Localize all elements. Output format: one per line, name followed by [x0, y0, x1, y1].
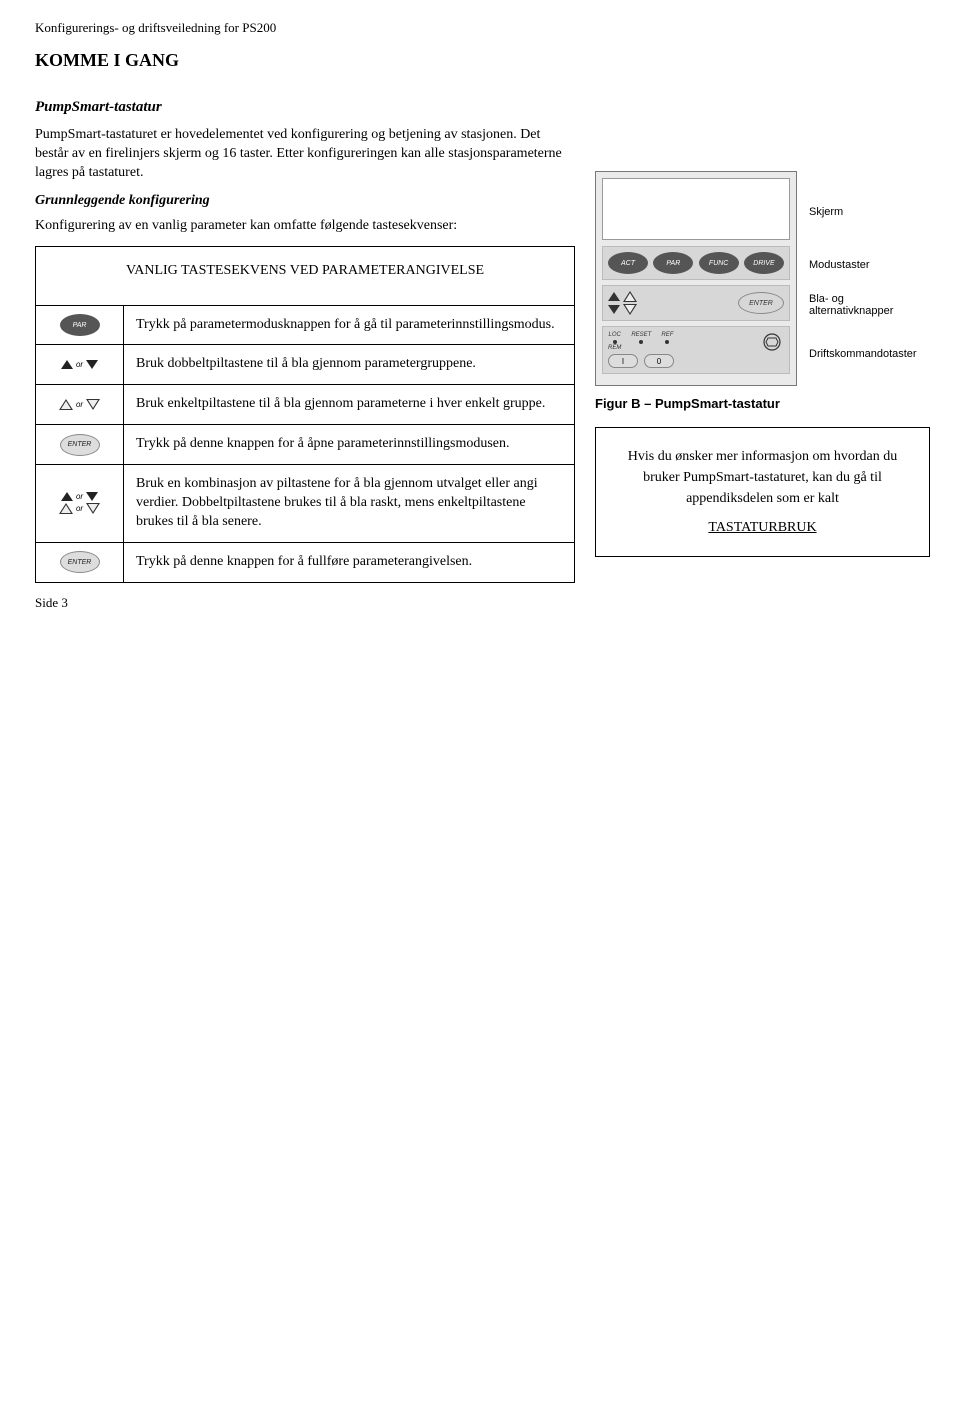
keypad-double-up-icon[interactable]: [608, 292, 620, 301]
step-text: Trykk på parametermodusknappen for å gå …: [124, 306, 574, 345]
keypad-screen: [602, 178, 790, 240]
callout-arrows: Bla- og alternativknapper: [809, 283, 930, 327]
table-row: or Bruk dobbeltpiltastene til å bla gjen…: [36, 345, 574, 385]
keypad-start-button[interactable]: I: [608, 354, 638, 368]
keypad-callouts: Skjerm Modustaster Bla- og alternativkna…: [809, 177, 930, 381]
double-arrow-down-icon: [86, 492, 98, 501]
step-text: Bruk enkeltpiltastene til å bla gjennom …: [124, 385, 574, 424]
figure-caption: Figur B – PumpSmart-tastatur: [595, 396, 930, 411]
page-title: KOMME I GANG: [35, 50, 930, 71]
table-row: ENTER Trykk på denne knappen for å fullf…: [36, 543, 574, 583]
step-text: Bruk dobbeltpiltastene til å bla gjennom…: [124, 345, 574, 384]
intro-subheading: Grunnleggende konfigurering: [35, 193, 575, 209]
intro-paragraph-1: PumpSmart-tastaturet er hovedelementet v…: [35, 126, 575, 183]
table-row: or Bruk enkeltpiltastene til å bla gjenn…: [36, 385, 574, 425]
or-label: or: [76, 400, 83, 409]
steps-table: PAR Trykk på parametermodusknappen for å…: [35, 305, 575, 583]
info-box: Hvis du ønsker mer informasjon om hvorda…: [595, 427, 930, 557]
single-arrow-down-icon: [86, 503, 100, 514]
keypad-single-down-icon[interactable]: [623, 304, 637, 315]
step-icon-par: PAR: [36, 306, 124, 345]
or-label: or: [76, 504, 83, 513]
rem-label: REM: [608, 345, 621, 352]
keypad-reset-button[interactable]: RESET: [631, 332, 651, 344]
double-arrow-up-icon: [61, 360, 73, 369]
step-text: Trykk på denne knappen for å åpne parame…: [124, 425, 574, 464]
single-arrow-up-icon: [59, 503, 73, 514]
intro-heading: PumpSmart-tastatur: [35, 99, 575, 116]
step-icon-both-arrows: or or: [36, 465, 124, 542]
callout-screen: Skjerm: [809, 177, 930, 247]
intro-paragraph-2: Konfigurering av en vanlig parameter kan…: [35, 217, 575, 236]
step-icon-double-arrows: or: [36, 345, 124, 384]
keypad-enter-section: ENTER: [602, 285, 790, 321]
step-icon-enter: ENTER: [36, 425, 124, 464]
keypad-diagram: ACT PAR FUNC DRIVE: [595, 171, 797, 386]
keypad-ref-button[interactable]: REF: [661, 332, 673, 344]
keypad-mode-section: ACT PAR FUNC DRIVE: [602, 246, 790, 280]
keypad-mode-func-button[interactable]: FUNC: [699, 252, 739, 274]
ref-label: REF: [661, 332, 673, 339]
double-arrow-up-icon: [61, 492, 73, 501]
single-arrow-up-icon: [59, 399, 73, 410]
info-box-link[interactable]: TASTATURBRUK: [610, 517, 915, 538]
loc-label: LOC: [609, 332, 621, 339]
or-label: or: [76, 492, 83, 501]
sequence-header-box: VANLIG TASTESEKVENS VED PARAMETERANGIVEL…: [35, 246, 575, 305]
keypad-double-down-icon[interactable]: [608, 305, 620, 314]
enter-button-icon: ENTER: [60, 434, 100, 456]
keypad-single-up-icon[interactable]: [623, 291, 637, 302]
left-column: PumpSmart-tastatur PumpSmart-tastaturet …: [35, 99, 575, 583]
table-row: ENTER Trykk på denne knappen for å åpne …: [36, 425, 574, 465]
doc-header: Konfigurerings- og driftsveiledning for …: [35, 20, 930, 36]
table-row: or or Bruk en kombinasjon av piltastene …: [36, 465, 574, 543]
info-box-text: Hvis du ønsker mer informasjon om hvorda…: [610, 446, 915, 509]
keypad-mode-drive-button[interactable]: DRIVE: [744, 252, 784, 274]
step-icon-enter: ENTER: [36, 543, 124, 582]
enter-button-icon: ENTER: [60, 551, 100, 573]
keypad-loc-rem-button[interactable]: LOC REM: [608, 332, 621, 351]
keypad-cmd-section: LOC REM RESET REF: [602, 326, 790, 374]
callout-cmd: Driftskommandotaster: [809, 327, 930, 381]
keypad-off-button[interactable]: 0: [644, 354, 674, 368]
or-label: or: [76, 360, 83, 369]
step-icon-single-arrows: or: [36, 385, 124, 424]
reset-label: RESET: [631, 332, 651, 339]
right-column: ACT PAR FUNC DRIVE: [595, 99, 930, 583]
keypad-stop-icon[interactable]: [760, 333, 784, 351]
page-footer: Side 3: [35, 595, 68, 611]
step-text: Bruk en kombinasjon av piltastene for å …: [124, 465, 574, 542]
double-arrow-down-icon: [86, 360, 98, 369]
step-text: Trykk på denne knappen for å fullføre pa…: [124, 543, 574, 582]
keypad-mode-par-button[interactable]: PAR: [653, 252, 693, 274]
table-row: PAR Trykk på parametermodusknappen for å…: [36, 306, 574, 346]
par-button-icon: PAR: [60, 314, 100, 336]
keypad-mode-act-button[interactable]: ACT: [608, 252, 648, 274]
callout-mode: Modustaster: [809, 247, 930, 283]
sequence-header-text: VANLIG TASTESEKVENS VED PARAMETERANGIVEL…: [126, 263, 484, 278]
single-arrow-down-icon: [86, 399, 100, 410]
keypad-enter-button[interactable]: ENTER: [738, 292, 784, 314]
